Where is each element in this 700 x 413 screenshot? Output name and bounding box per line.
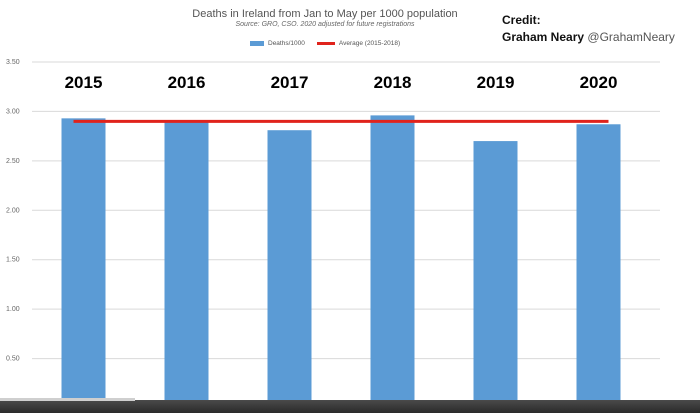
bar [61,118,106,408]
category-label: 2016 [168,73,206,92]
video-progress [0,398,135,401]
bar [370,115,415,408]
bar [473,141,518,409]
bars-layer [61,115,621,409]
bar [267,130,312,408]
video-control-strip [0,400,700,413]
legend: Deaths/1000 Average (2015-2018) [250,40,400,47]
legend-label-average: Average (2015-2018) [338,40,401,47]
credit-label: Credit: [502,13,541,27]
category-label: 2015 [65,73,103,92]
category-label: 2019 [477,73,515,92]
bar [576,124,621,408]
bar [164,122,209,408]
category-label: 2017 [271,73,309,92]
grid-layer [32,61,660,409]
y-tick-label: 1.50 [6,257,20,264]
y-tick-label: 2.00 [6,207,20,214]
category-label: 2020 [580,73,618,92]
credit-name: Graham Neary [502,30,585,44]
y-tick-label: 3.50 [6,59,20,66]
y-tick-label: 0.50 [6,356,20,363]
legend-label-bars: Deaths/1000 [268,40,305,47]
y-tick-label: 3.00 [6,108,20,115]
chart-subtitle: Source: GRO, CSO. 2020 adjusted for futu… [235,21,415,28]
y-tick-label: 1.00 [6,306,20,313]
credit-handle: @GrahamNeary [587,30,675,44]
legend-swatch-bars [250,41,264,46]
legend-swatch-average [316,42,335,45]
credit-block: Credit: Graham Neary @GrahamNeary [502,12,675,46]
category-label: 2018 [374,73,412,92]
chart-title: Deaths in Ireland from Jan to May per 10… [192,8,458,20]
y-tick-label: 2.50 [6,158,20,165]
